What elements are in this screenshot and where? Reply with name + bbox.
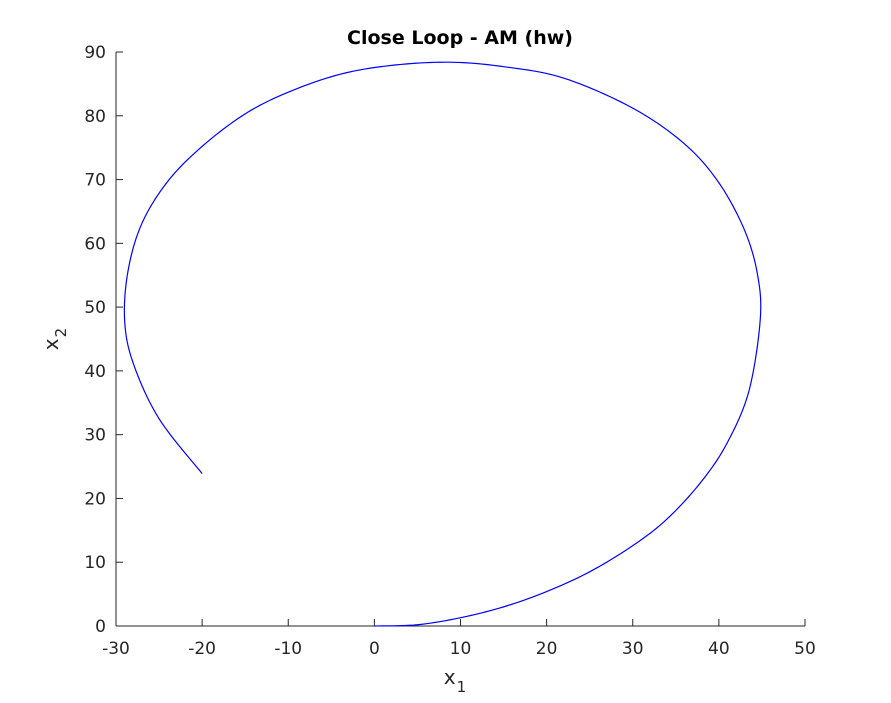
x-tick-label: 40 — [708, 639, 730, 659]
x-tick-label: 50 — [794, 639, 816, 659]
x-axis-title: x1 — [444, 665, 466, 696]
x-tick-label: -10 — [274, 639, 302, 659]
x-tick-label: 30 — [622, 639, 644, 659]
series-line — [123, 61, 762, 627]
y-tick-label: 80 — [84, 107, 106, 127]
y-tick-label: 30 — [84, 426, 106, 446]
y-tick-label: 90 — [84, 43, 106, 63]
y-tick-label: 10 — [84, 553, 106, 573]
x-axis-title-main: x — [444, 665, 456, 689]
axes — [115, 52, 805, 627]
y-axis-title: x2 — [39, 328, 70, 350]
y-axis-title-sub: 2 — [52, 328, 70, 338]
y-tick-label: 70 — [84, 171, 106, 191]
y-tick-label: 60 — [84, 234, 106, 254]
x-tick-label: 10 — [450, 639, 472, 659]
y-tick-label: 0 — [95, 617, 106, 637]
x-tick-label: -20 — [188, 639, 216, 659]
y-tick-label: 50 — [84, 298, 106, 318]
y-tick-label: 40 — [84, 362, 106, 382]
y-axis-title-main: x — [39, 338, 63, 350]
y-ticks: 0 10 20 30 40 50 60 70 80 90 — [84, 43, 123, 637]
x-axis-title-sub: 1 — [457, 678, 467, 696]
x-ticks: -30 -20 -10 0 10 20 30 40 50 — [102, 619, 816, 659]
x-tick-label: 20 — [536, 639, 558, 659]
y-tick-label: 20 — [84, 489, 106, 509]
x-tick-label: -30 — [102, 639, 130, 659]
x-tick-label: 0 — [369, 639, 380, 659]
chart-title: Close Loop - AM (hw) — [347, 27, 573, 49]
